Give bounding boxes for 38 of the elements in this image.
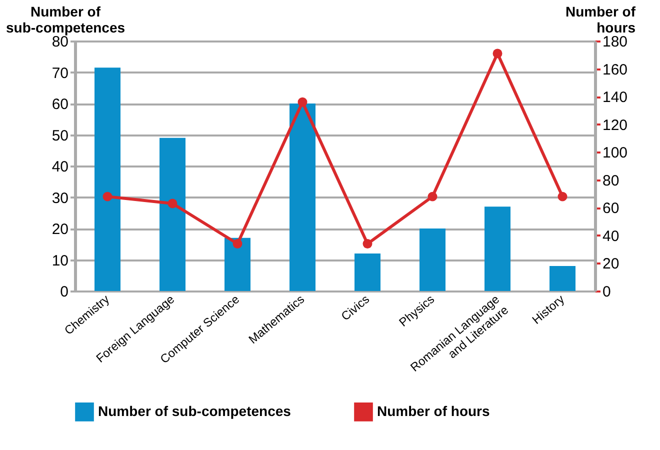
bar (290, 104, 316, 291)
y2-tick-label: 120 (602, 116, 628, 134)
legend-label: Number of sub-competences (98, 402, 292, 419)
point (428, 192, 438, 202)
y2-tick-label: 100 (602, 144, 628, 162)
y-tick-label: 0 (60, 284, 68, 300)
bar (484, 206, 510, 291)
y-tick-label: 20 (52, 221, 68, 238)
point (102, 192, 112, 202)
y-tick-label: 60 (52, 96, 68, 113)
y2-tick-label: 180 (602, 34, 628, 50)
bar (160, 138, 186, 291)
y2-tick-label: 140 (602, 89, 628, 106)
bar (224, 238, 250, 291)
y-tick-label: 70 (52, 64, 68, 82)
y2-tick-label: 80 (602, 172, 620, 190)
point (362, 239, 372, 249)
point (492, 48, 502, 58)
y2-tick-label: 40 (602, 228, 620, 245)
y2-tick-label: 160 (602, 61, 628, 78)
bar (550, 266, 576, 291)
legend-label: Number of hours (377, 402, 490, 419)
point (558, 192, 568, 202)
y-tick-label: 30 (52, 190, 68, 207)
y-tick-label: 10 (52, 252, 68, 270)
bar (94, 68, 120, 291)
y2-tick-label: 20 (602, 256, 620, 273)
point (168, 198, 178, 208)
bar (354, 254, 380, 291)
y2-tick-label: 0 (602, 284, 611, 300)
y-tick-label: 50 (52, 127, 68, 144)
y-tick-label: 40 (52, 158, 68, 176)
point (232, 239, 242, 249)
y2-axis-title: Number of hours (566, 4, 636, 36)
y2-tick-label: 60 (602, 200, 620, 218)
point (298, 97, 308, 107)
y-axis-title: Number of sub-competences (6, 4, 126, 36)
bar (420, 228, 446, 291)
